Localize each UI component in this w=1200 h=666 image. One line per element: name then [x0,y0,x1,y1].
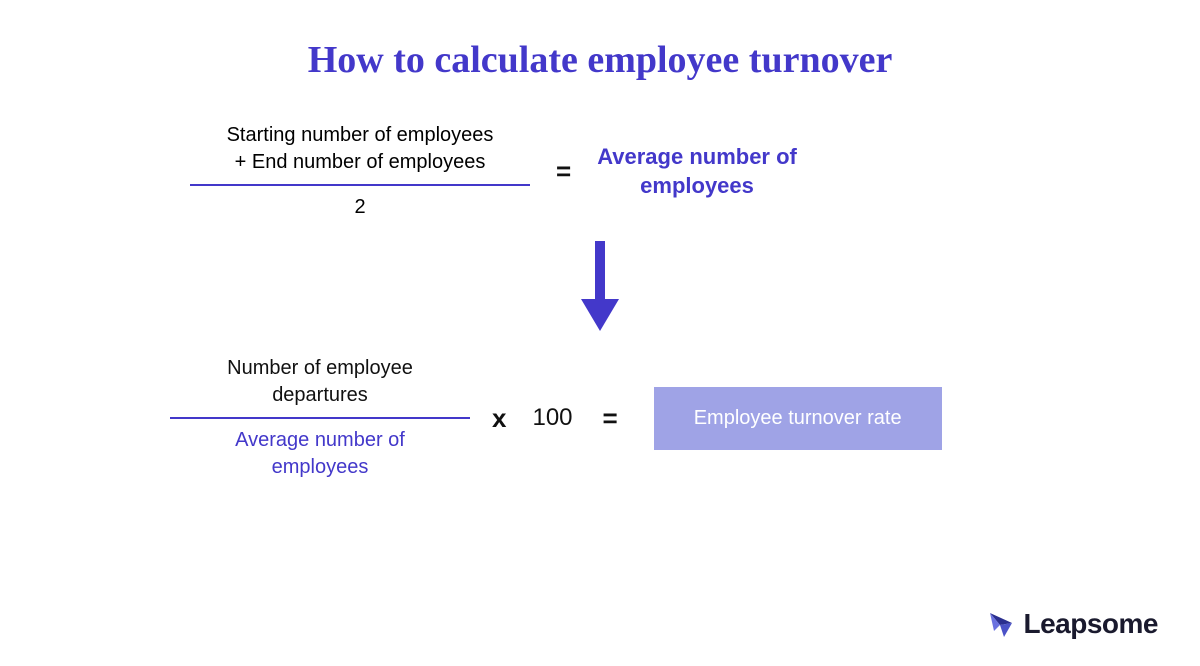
numerator-line: Starting number of employees [227,122,494,149]
formula-turnover-rate: Number of employee departures Average nu… [170,353,1070,483]
multiply-sign: x [492,403,506,434]
arrow-down [130,241,1070,331]
denominator-line: Average number of [235,427,405,454]
result-line: Average number of [597,143,797,172]
fraction-bar [170,417,470,419]
logo-text: Leapsome [1024,608,1159,640]
fraction-turnover: Number of employee departures Average nu… [170,353,470,483]
constant-100: 100 [532,404,572,432]
leapsome-icon [986,609,1016,639]
result-avg-employees: Average number of employees [597,143,797,200]
result-turnover-rate: Employee turnover rate [654,387,942,450]
equals-sign: = [556,156,571,187]
result-line: employees [597,172,797,201]
fraction-numerator: Starting number of employees + End numbe… [217,120,504,178]
equals-sign: = [603,403,618,434]
fraction-bar [190,184,530,186]
page-title: How to calculate employee turnover [0,38,1200,82]
fraction-denominator: 2 [344,192,375,223]
fraction-avg: Starting number of employees + End numbe… [190,120,530,223]
denominator-line: employees [235,454,405,481]
brand-logo: Leapsome [986,608,1159,640]
formula-container: Starting number of employees + End numbe… [0,120,1200,483]
arrow-down-icon [575,241,625,331]
formula-avg-employees: Starting number of employees + End numbe… [190,120,1070,223]
fraction-denominator: Average number of employees [225,425,415,483]
fraction-numerator: Number of employee departures [217,353,423,411]
numerator-line: Number of employee [227,355,413,382]
numerator-line: + End number of employees [227,149,494,176]
numerator-line: departures [227,382,413,409]
